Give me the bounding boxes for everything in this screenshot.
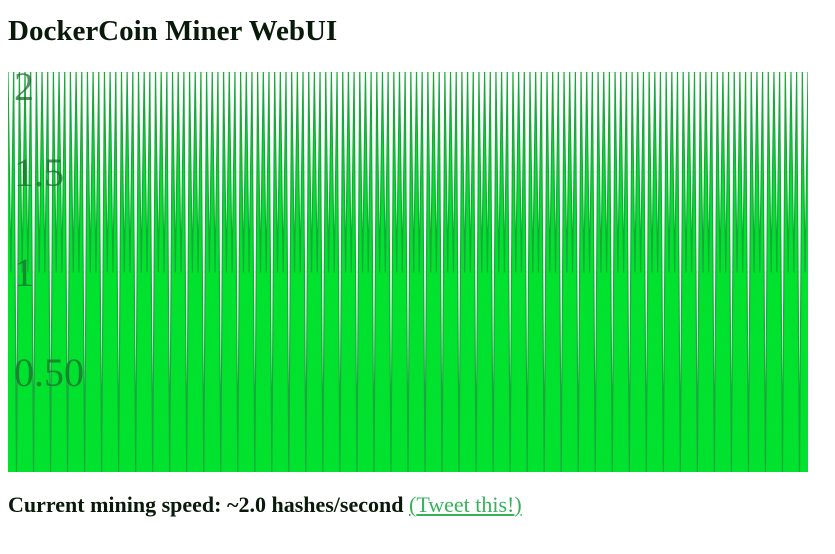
- mining-speed-unit: hashes/second: [265, 492, 404, 517]
- tweet-link-label: Tweet this!: [416, 492, 515, 517]
- mining-speed-value: ~2.0: [227, 492, 266, 517]
- y-tick-label-1: 1: [14, 250, 34, 295]
- mining-speed-chart-svg: 0.50 1 1.5 2: [8, 72, 808, 472]
- y-tick-label-3: 2: [14, 72, 34, 109]
- mining-speed-prefix: Current mining speed:: [8, 492, 227, 517]
- tweet-open-paren: (: [409, 492, 417, 517]
- tweet-this-link[interactable]: (Tweet this!): [409, 492, 522, 517]
- y-tick-label-0: 0.50: [14, 350, 84, 395]
- mining-speed-chart: 0.50 1 1.5 2: [8, 72, 808, 472]
- y-tick-label-2: 1.5: [14, 150, 64, 195]
- hash-rate-line: [8, 72, 808, 472]
- tweet-close-paren: ): [514, 492, 522, 517]
- mining-speed-status: Current mining speed: ~2.0 hashes/second…: [8, 490, 522, 520]
- chart-area-layer: [8, 72, 808, 472]
- chart-y-tick-labels: 0.50 1 1.5 2: [14, 72, 84, 395]
- page-title: DockerCoin Miner WebUI: [8, 15, 338, 47]
